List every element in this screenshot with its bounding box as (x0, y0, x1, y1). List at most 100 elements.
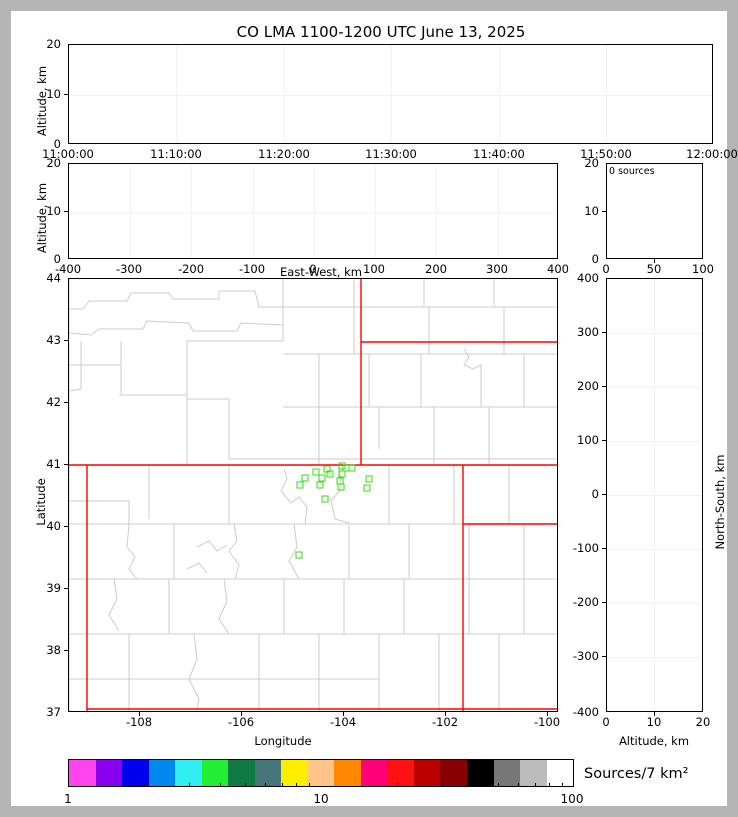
axis-tick-label: 43 (46, 333, 61, 347)
tick-mark (64, 340, 68, 341)
panel-plan-view-map[interactable] (68, 278, 558, 712)
axis-tick-label: -106 (227, 715, 255, 729)
colorbar-segment (546, 760, 573, 786)
colorbar-segment (493, 760, 521, 786)
colorbar-segment (122, 760, 149, 786)
axis-tick-label: 0 (591, 487, 599, 501)
lma-source-marker (365, 475, 373, 483)
axis-tick-label: 200 (425, 262, 447, 276)
axis-tick-label: 41 (46, 457, 61, 471)
axis-tick-label: -108 (125, 715, 153, 729)
tick-mark (64, 588, 68, 589)
axis-tick-label: 42 (46, 395, 61, 409)
colorbar-segment (413, 760, 441, 786)
lma-source-marker (296, 481, 304, 488)
gridline (606, 45, 607, 143)
axis-tick-label: 10 (46, 87, 61, 101)
tick-mark (602, 332, 606, 333)
axis-label-altitude-ns: Altitude, km (618, 734, 690, 748)
axis-tick-label: 20 (46, 37, 61, 51)
gridline (654, 279, 655, 711)
gridline (391, 45, 392, 143)
page-title: CO LMA 1100-1200 UTC June 13, 2025 (236, 23, 526, 41)
tick-mark (602, 494, 606, 495)
gridline (130, 164, 131, 258)
axis-tick-label: 100 (363, 262, 385, 276)
axis-tick-label: 12:00:00 (686, 147, 738, 161)
axis-tick-label: -104 (329, 715, 357, 729)
colorbar-segment (360, 760, 388, 786)
tick-mark (602, 656, 606, 657)
colorbar-minor-tick (549, 783, 551, 787)
tick-mark (547, 712, 548, 716)
axis-tick-label: 0 (53, 252, 61, 266)
colorbar-minor-tick (397, 783, 399, 787)
panel-altitude-northsouth (606, 278, 703, 712)
axis-tick-label: 10 (646, 715, 662, 729)
colorbar-tick-label: 1 (64, 792, 72, 806)
tick-mark (64, 464, 68, 465)
tick-mark (139, 712, 140, 716)
colorbar-tick-label: 10 (313, 792, 329, 806)
axis-tick-label: 20 (695, 715, 711, 729)
tick-mark (602, 211, 606, 212)
axis-tick-label: 11:10:00 (150, 147, 202, 161)
colorbar-segment (254, 760, 282, 786)
axis-tick-label: 300 (577, 325, 599, 339)
colorbar-minor-tick (296, 783, 298, 787)
lma-source-marker (348, 464, 356, 472)
gridline (314, 164, 315, 258)
axis-tick-label: 20 (584, 156, 599, 170)
axis-tick-label: 300 (486, 262, 508, 276)
tick-mark (64, 211, 68, 212)
axis-tick-label: -300 (115, 262, 143, 276)
colorbar-segment (175, 760, 202, 786)
colorbar-minor-tick (517, 783, 519, 787)
axis-tick-label: -102 (431, 715, 459, 729)
lma-source-marker (316, 481, 324, 488)
tick-mark (64, 526, 68, 527)
axis-tick-label: -400 (54, 262, 82, 276)
map-geography (69, 279, 557, 711)
gridline (284, 45, 285, 143)
lma-source-marker (321, 495, 329, 503)
axis-tick-label: 11:50:00 (580, 147, 632, 161)
colorbar-minor-tick (562, 783, 564, 787)
lma-source-marker (295, 551, 303, 559)
colorbar-title: Sources/7 km² (584, 766, 689, 782)
axis-tick-label: 40 (46, 519, 61, 533)
axis-tick-label: 0 (53, 137, 61, 151)
tick-mark (602, 602, 606, 603)
axis-tick-label: 10 (584, 204, 599, 218)
colorbar-minor-tick (309, 783, 311, 787)
tick-mark (602, 548, 606, 549)
colorbar[interactable] (68, 759, 574, 787)
axis-tick-label: -100 (238, 262, 266, 276)
axis-tick-label: 38 (46, 643, 61, 657)
axis-tick-label: 20 (46, 156, 61, 170)
colorbar-segment (201, 760, 229, 786)
axis-tick-label: 0 (602, 715, 610, 729)
axis-tick-label: 11:00:00 (42, 147, 94, 161)
gridline (69, 212, 557, 213)
colorbar-segment (228, 760, 255, 786)
axis-tick-label: 11:30:00 (365, 147, 417, 161)
gridline (176, 45, 177, 143)
panel-source-histogram: 0 sources (606, 163, 703, 259)
colorbar-segment (520, 760, 547, 786)
axis-tick-label: 200 (577, 379, 599, 393)
axis-tick-label: 0 (602, 262, 610, 276)
axis-tick-label: -200 (572, 595, 599, 609)
axis-tick-label: 400 (577, 271, 599, 285)
axis-tick-label: 50 (646, 262, 662, 276)
colorbar-segment (387, 760, 414, 786)
colorbar-minor-tick (534, 783, 536, 787)
axis-tick-label: 11:20:00 (258, 147, 310, 161)
axis-tick-label: -400 (572, 705, 599, 719)
figure-canvas: CO LMA 1100-1200 UTC June 13, 2025 0 1 0 … (11, 11, 738, 806)
axis-tick-label: 0 (309, 262, 317, 276)
axis-label-latitude: Latitude (34, 478, 48, 526)
tick-mark (343, 712, 344, 716)
panel-altitude-time (68, 44, 713, 144)
colorbar-segment (334, 760, 361, 786)
